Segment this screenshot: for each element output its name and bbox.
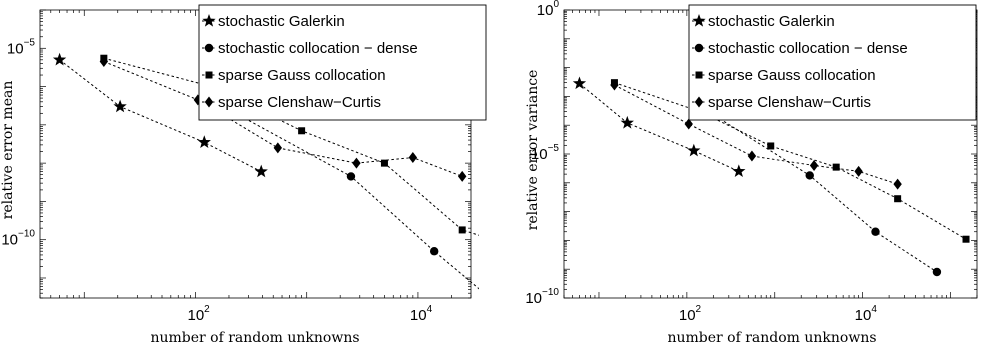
series-stochastic-galerkin <box>52 52 268 178</box>
legend-label: stochastic collocation − dense <box>708 40 908 57</box>
data-point-square <box>962 235 970 243</box>
y-tick-label: 10−10 <box>525 287 559 307</box>
legend-item: sparse Gauss collocation <box>202 67 386 84</box>
data-point-diamond <box>610 79 619 91</box>
legend-marker-square <box>695 71 703 79</box>
data-point-star <box>620 115 634 129</box>
series-line <box>59 59 262 173</box>
panel-1: 102 104 10−5 10−10 number of random unknowns… <box>0 4 552 346</box>
legend-label: sparse Clenshaw−Curtis <box>708 94 871 111</box>
data-point-square <box>545 254 552 261</box>
x-tick-label: 104 <box>855 304 878 324</box>
legend-item: stochastic Galerkin <box>692 13 835 30</box>
data-point-circle <box>871 227 880 236</box>
y-axis-label: relative error variance <box>525 70 541 231</box>
x-tick-label: 104 <box>410 304 433 324</box>
data-point-diamond <box>747 150 757 162</box>
legend: stochastic Galerkin stochastic collocatio… <box>688 4 977 121</box>
data-point-square <box>767 142 775 150</box>
legend-box <box>688 4 977 121</box>
x-axis-label: number of random unknowns <box>150 330 359 346</box>
legend-marker-star <box>202 14 216 27</box>
panel-2: 102 104 100 10−5 10−10 number of random unkno… <box>525 0 978 346</box>
series-line <box>614 82 967 240</box>
data-point-square <box>832 163 840 171</box>
data-point-diamond <box>273 142 283 154</box>
y-tick-label: 100 <box>537 0 560 19</box>
series-line <box>103 57 479 236</box>
legend-marker-circle <box>694 43 704 53</box>
data-point-circle <box>932 267 942 277</box>
series-sparse-clenshaw-curtis <box>610 79 902 190</box>
data-point-diamond <box>193 94 203 106</box>
data-point-diamond <box>408 152 418 164</box>
x-tick-label: 102 <box>187 304 210 324</box>
series-sparse-clenshaw-curtis <box>99 56 467 182</box>
legend-label: stochastic Galerkin <box>708 13 835 30</box>
series-line <box>614 84 898 185</box>
series-line <box>694 102 938 273</box>
legend-marker-diamond <box>694 96 704 108</box>
legend-marker-diamond <box>204 96 214 108</box>
data-point-star <box>572 76 587 90</box>
plot-area <box>572 76 970 277</box>
data-point-diamond <box>99 56 109 68</box>
data-point-diamond <box>457 170 467 182</box>
series-line <box>103 61 463 177</box>
data-point-square <box>298 127 306 135</box>
y-axis-label: relative error mean <box>0 81 16 220</box>
data-point-square <box>458 226 466 234</box>
legend-label: sparse Gauss collocation <box>708 67 876 84</box>
data-point-circle <box>805 171 814 180</box>
legend-marker-star <box>692 14 706 27</box>
data-point-circle <box>429 247 439 256</box>
data-point-star <box>687 143 701 157</box>
series-line <box>204 96 479 290</box>
legend-box <box>198 4 487 121</box>
data-point-circle <box>508 312 516 320</box>
data-point-diamond <box>893 178 902 190</box>
legend-item: stochastic Galerkin <box>202 13 345 30</box>
data-point-star <box>113 99 127 113</box>
x-tick-label: 102 <box>679 304 702 324</box>
legend-item: stochastic collocation − dense <box>692 40 908 57</box>
legend-label: sparse Clenshaw−Curtis <box>218 94 381 111</box>
series-line <box>579 83 740 172</box>
legend-item: stochastic collocation − dense <box>202 40 418 57</box>
legend: stochastic Galerkin stochastic collocatio… <box>198 4 487 121</box>
data-point-diamond <box>854 165 863 177</box>
data-point-star <box>52 52 67 66</box>
y-tick-label: 10−10 <box>1 229 35 249</box>
data-point-diamond <box>352 157 361 169</box>
data-point-diamond <box>684 118 693 130</box>
data-point-square <box>894 195 902 203</box>
legend-label: stochastic Galerkin <box>218 13 345 30</box>
data-point-square <box>380 159 388 167</box>
plot-area <box>52 52 552 320</box>
x-axis-label: number of random unknowns <box>667 330 876 346</box>
legend-item: sparse Gauss collocation <box>692 67 876 84</box>
data-point-circle <box>346 172 356 181</box>
y-tick-label: 10−5 <box>531 143 560 163</box>
data-point-diamond <box>809 159 819 171</box>
legend-marker-circle <box>204 43 214 53</box>
data-point-star <box>732 164 746 177</box>
legend-label: stochastic collocation − dense <box>218 40 418 57</box>
legend-item: sparse Clenshaw−Curtis <box>692 94 871 111</box>
legend-item: sparse Clenshaw−Curtis <box>202 94 381 111</box>
series-stochastic-galerkin <box>572 76 746 177</box>
legend-label: sparse Gauss collocation <box>218 67 386 84</box>
data-point-star <box>197 135 211 148</box>
legend-marker-square <box>205 71 213 79</box>
data-point-star <box>254 164 268 178</box>
y-tick-label: 10−5 <box>7 37 36 57</box>
